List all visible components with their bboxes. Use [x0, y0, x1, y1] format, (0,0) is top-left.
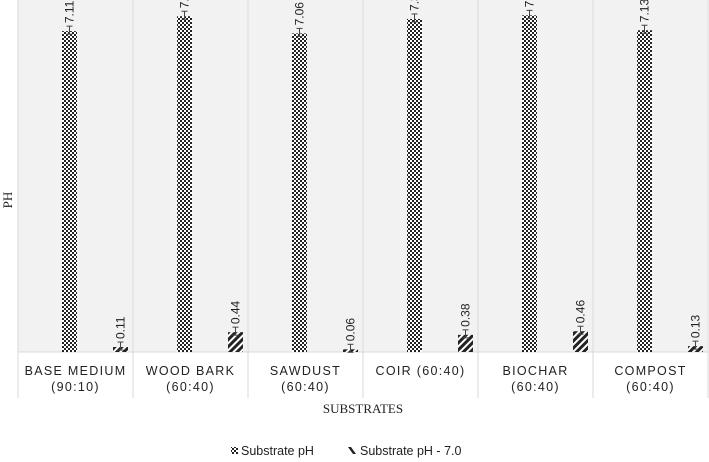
legend-swatch-substrate-ph-diff	[348, 447, 356, 454]
data-label-substrate-ph-diff: 0.06	[344, 318, 358, 342]
legend-label-substrate-ph-diff: Substrate pH - 7.0	[360, 444, 461, 458]
bar-substrate-ph-diff	[573, 331, 588, 352]
category-label: (90:10)	[51, 380, 100, 394]
category-label: (60:40)	[166, 380, 215, 394]
error-bar	[692, 340, 699, 350]
category-dividers	[17, 0, 709, 398]
data-label-substrate-ph-diff: 0.46	[574, 300, 588, 324]
y-axis-title: PH	[0, 192, 15, 209]
bar-substrate-ph	[62, 31, 77, 353]
error-bar	[462, 329, 469, 339]
error-bar	[577, 325, 584, 335]
category-label: BASE MEDIUM	[25, 364, 127, 378]
bar-substrate-ph-diff	[228, 332, 243, 352]
data-label-substrate-ph: 7.13	[638, 0, 652, 22]
data-label-substrate-ph: 7.06	[293, 2, 307, 26]
data-label-substrate-ph: 7.46	[523, 0, 537, 7]
category-label: SAWDUST	[270, 364, 341, 378]
error-bar	[641, 24, 648, 34]
legend-label-substrate-ph: Substrate pH	[241, 444, 314, 458]
bar-substrate-ph	[522, 15, 537, 352]
category-label: BIOCHAR	[502, 364, 568, 378]
error-bar	[411, 13, 418, 23]
bars: 7.11 0.11 7.44 0.44 7.06 0.06 7.38 0.38 7.46 0.46…	[62, 0, 703, 353]
bar-substrate-ph	[637, 30, 652, 352]
data-label-substrate-ph-diff: 0.44	[229, 300, 243, 324]
data-label-substrate-ph-diff: 0.13	[689, 314, 703, 338]
legend: Substrate pH Substrate pH - 7.0	[231, 444, 461, 458]
error-bar	[526, 9, 533, 19]
error-bar	[232, 326, 239, 336]
category-label: (60:40)	[281, 380, 330, 394]
category-label: WOOD BARK	[146, 364, 235, 378]
error-bar	[181, 10, 188, 20]
data-label-substrate-ph-diff: 0.11	[114, 316, 128, 339]
error-bar	[347, 343, 354, 353]
error-bar	[66, 25, 73, 35]
category-label: COIR (60:40)	[376, 364, 466, 378]
bar-substrate-ph	[292, 33, 307, 353]
category-labels: BASE MEDIUM (90:10) WOOD BARK (60:40) SAWDUS…	[25, 364, 686, 394]
x-axis-title: SUBSTRATES	[323, 401, 403, 416]
data-label-substrate-ph: 7.38	[408, 0, 422, 11]
bar-substrate-ph	[177, 16, 192, 352]
legend-swatch-substrate-ph	[231, 447, 238, 454]
category-label: COMPOST	[614, 364, 686, 378]
error-bar	[296, 27, 303, 37]
bar-substrate-ph-diff	[458, 334, 473, 352]
error-bar	[117, 341, 124, 351]
category-label: (60:40)	[626, 380, 675, 394]
bar-substrate-ph	[407, 18, 422, 352]
data-label-substrate-ph: 7.11	[63, 0, 77, 23]
data-label-substrate-ph-diff: 0.38	[459, 303, 473, 327]
data-label-substrate-ph: 7.44	[178, 0, 192, 8]
category-label: (60:40)	[511, 380, 560, 394]
